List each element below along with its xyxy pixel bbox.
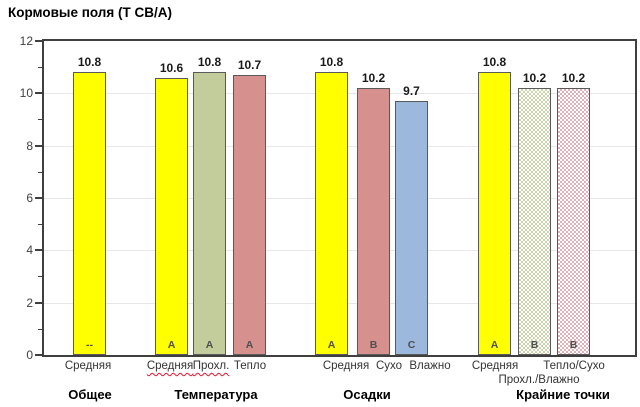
bar-letter-label: A — [167, 339, 176, 351]
bar — [315, 72, 348, 355]
x-group-label: Температура — [174, 387, 258, 402]
x-tick-label: Прохл./Влажно — [498, 374, 580, 386]
y-axis-label: 6 — [26, 191, 33, 205]
bar — [557, 88, 590, 355]
bar-value-label: 10.8 — [319, 55, 344, 69]
y-tick-minor — [38, 172, 42, 173]
y-tick-major — [35, 354, 42, 356]
bar-value-label: 9.7 — [403, 84, 420, 98]
bar — [478, 72, 511, 355]
y-tick-minor — [38, 224, 42, 225]
bar-letter-label: A — [490, 339, 499, 351]
y-tick-minor — [38, 67, 42, 68]
bar-value-label: 10.7 — [237, 58, 262, 72]
x-tick-label: Средняя — [64, 360, 112, 372]
y-tick-major — [35, 197, 42, 199]
x-group-label: Общее — [68, 387, 112, 402]
x-group-label: Крайние точки — [516, 387, 610, 402]
x-tick-label: Прохл. — [192, 360, 230, 372]
y-tick-major — [35, 40, 42, 42]
y-axis-label: 12 — [19, 34, 33, 48]
bar — [193, 72, 226, 355]
bar-letter-label: B — [530, 339, 539, 351]
y-axis-label: 0 — [26, 348, 33, 362]
x-tick-label: Средняя — [471, 360, 519, 372]
bar — [518, 88, 551, 355]
bar-letter-label: A — [327, 339, 336, 351]
x-tick-label: Тепло/Сухо — [543, 360, 605, 372]
x-tick-label: Сухо — [375, 360, 403, 372]
bar — [357, 88, 390, 355]
bar-letter-label: C — [407, 339, 416, 351]
bar-letter-label: B — [569, 339, 578, 351]
y-tick-major — [35, 92, 42, 94]
y-tick-minor — [38, 119, 42, 120]
bar-letter-label: -- — [86, 339, 93, 351]
bar-letter-label: B — [369, 339, 378, 351]
y-axis-label: 10 — [19, 86, 33, 100]
bar — [395, 101, 428, 355]
y-axis-label: 8 — [26, 139, 33, 153]
bar-value-label: 10.2 — [522, 71, 547, 85]
bar-letter-label: A — [205, 339, 214, 351]
bar-value-label: 10.8 — [197, 55, 222, 69]
bar-value-label: 10.8 — [77, 55, 102, 69]
bar — [73, 72, 106, 355]
bar-value-label: 10.2 — [361, 71, 386, 85]
y-tick-minor — [38, 329, 42, 330]
bar-value-label: 10.6 — [159, 61, 184, 75]
y-tick-major — [35, 145, 42, 147]
y-axis-label: 2 — [26, 296, 33, 310]
x-tick-label: Средняя — [322, 360, 370, 372]
bar-value-label: 10.2 — [561, 71, 586, 85]
bar — [233, 75, 266, 355]
bar-value-label: 10.8 — [482, 55, 507, 69]
bar — [155, 78, 188, 355]
y-axis-label: 4 — [26, 243, 33, 257]
y-tick-major — [35, 249, 42, 251]
x-tick-label: Влажно — [409, 360, 451, 372]
chart-title: Кормовые поля (Т СВ/А) — [8, 5, 172, 20]
y-tick-major — [35, 302, 42, 304]
bar-letter-label: A — [245, 339, 254, 351]
y-tick-minor — [38, 276, 42, 277]
x-group-label: Осадки — [343, 387, 391, 402]
x-tick-label: Средняя — [146, 360, 194, 372]
x-tick-label: Тепло — [233, 360, 267, 372]
